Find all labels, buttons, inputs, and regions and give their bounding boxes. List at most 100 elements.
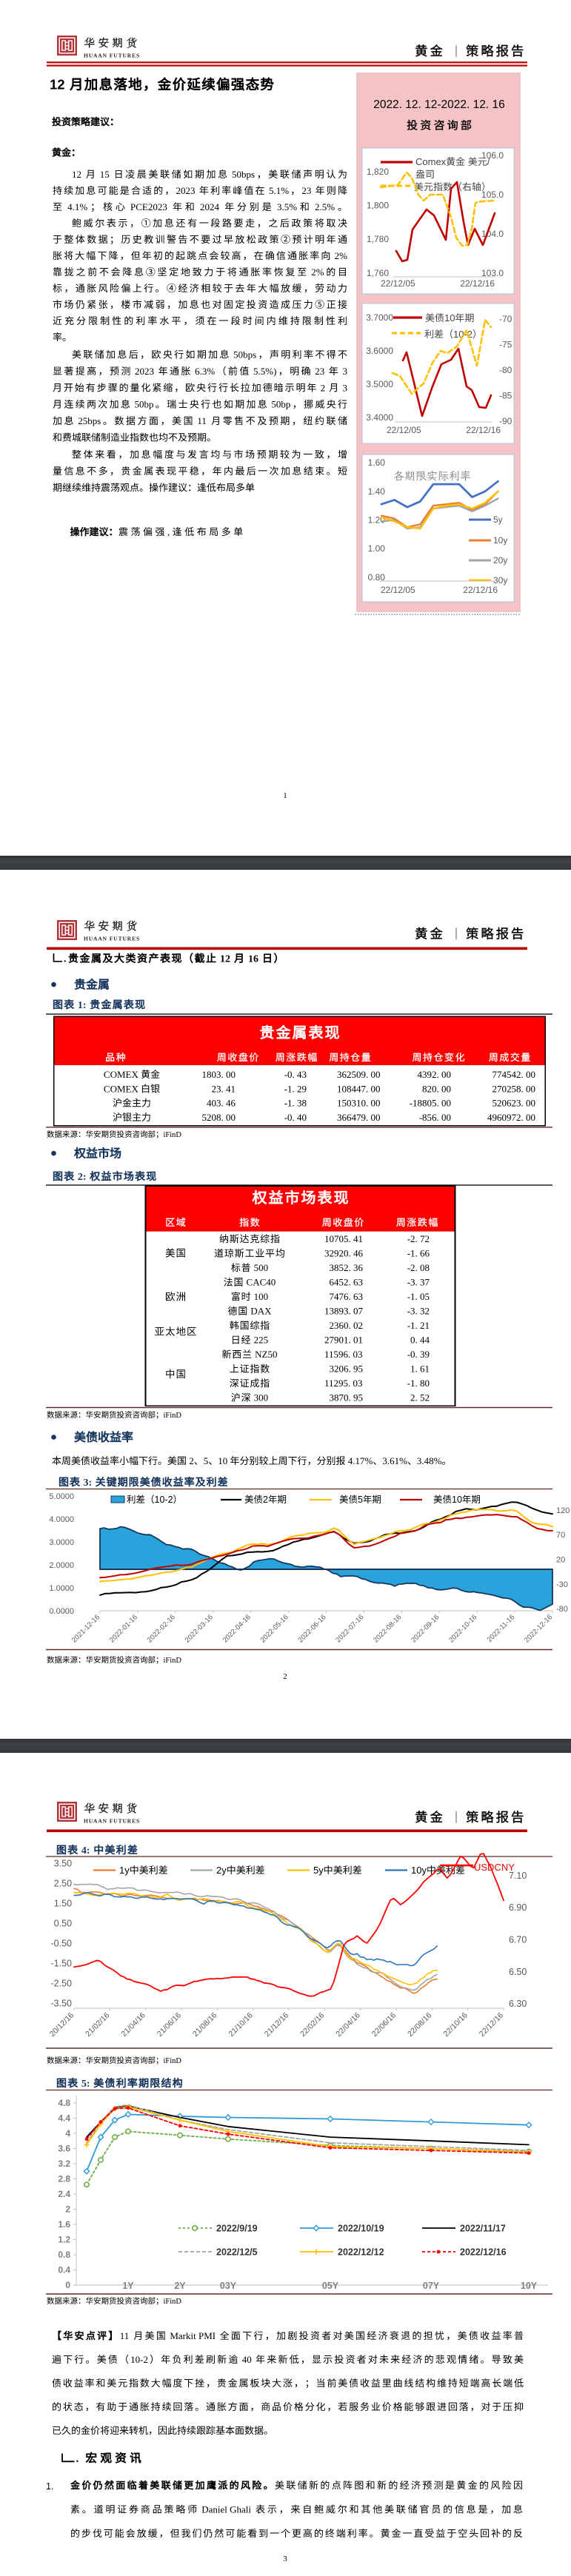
svg-text:-1. 29: -1. 29 bbox=[284, 1083, 307, 1094]
svg-text:-0.50: -0.50 bbox=[51, 1939, 73, 1949]
svg-text:-3. 37: -3. 37 bbox=[407, 1277, 430, 1288]
svg-text:120: 120 bbox=[556, 1506, 570, 1515]
svg-text:15: 15 bbox=[97, 169, 112, 180]
svg-text:2.5%: 2.5% bbox=[313, 201, 335, 212]
svg-text:50bp: 50bp bbox=[132, 399, 153, 410]
svg-text:500: 500 bbox=[251, 1262, 268, 1273]
svg-text:25bps: 25bps bbox=[76, 415, 101, 426]
svg-text:-2.50: -2.50 bbox=[51, 1979, 73, 1989]
svg-text:4392. 00: 4392. 00 bbox=[418, 1069, 452, 1080]
svg-text:1.2: 1.2 bbox=[58, 2235, 70, 2245]
svg-text:USDCNY: USDCNY bbox=[474, 1862, 515, 1873]
svg-text:7476. 63: 7476. 63 bbox=[330, 1291, 364, 1302]
svg-text:6.90: 6.90 bbox=[509, 1902, 527, 1913]
svg-text:3.6: 3.6 bbox=[58, 2144, 70, 2154]
svg-text:3:: 3: bbox=[81, 1477, 95, 1489]
svg-text:5y: 5y bbox=[493, 514, 503, 525]
svg-text:4.0000: 4.0000 bbox=[49, 1515, 74, 1524]
svg-text:23. 41: 23. 41 bbox=[212, 1083, 236, 1094]
svg-text:HUAAN FUTURES: HUAAN FUTURES bbox=[84, 1818, 140, 1825]
svg-text:2024: 2024 bbox=[198, 201, 222, 212]
svg-text:2022. 12. 12-2022. 12. 16: 2022. 12. 12-2022. 12. 16 bbox=[373, 98, 505, 111]
svg-text:150310. 00: 150310. 00 bbox=[337, 1098, 381, 1109]
svg-text:12: 12 bbox=[50, 77, 69, 93]
svg-text:100: 100 bbox=[251, 1291, 268, 1302]
svg-text:520623. 00: 520623. 00 bbox=[492, 1098, 536, 1109]
svg-text:11596. 03: 11596. 03 bbox=[324, 1349, 363, 1360]
svg-text:4.4: 4.4 bbox=[58, 2113, 70, 2124]
svg-text:10: 10 bbox=[444, 312, 455, 323]
svg-text:4: 4 bbox=[65, 2128, 70, 2139]
svg-text:10: 10 bbox=[218, 1455, 230, 1466]
svg-text:10: 10 bbox=[452, 1495, 462, 1505]
svg-text:DAX: DAX bbox=[248, 1306, 272, 1317]
svg-text:3.5000: 3.5000 bbox=[366, 379, 393, 389]
svg-text:-1. 38: -1. 38 bbox=[284, 1098, 307, 1109]
svg-text:22/12/05: 22/12/05 bbox=[381, 585, 415, 595]
svg-text:1.00: 1.00 bbox=[368, 543, 386, 554]
svg-text:Daniel Ghali: Daniel Ghali bbox=[199, 2504, 253, 2515]
svg-text:0.50: 0.50 bbox=[54, 1919, 72, 1929]
svg-text:.: . bbox=[76, 2453, 79, 2465]
svg-text:2023: 2023 bbox=[176, 185, 198, 196]
svg-text:0. 44: 0. 44 bbox=[410, 1335, 430, 1346]
svg-text:CAC40: CAC40 bbox=[244, 1277, 276, 1288]
svg-text:3206. 95: 3206. 95 bbox=[330, 1364, 364, 1375]
svg-text:22/12/16: 22/12/16 bbox=[466, 425, 501, 435]
svg-text:iFinD: iFinD bbox=[164, 1412, 182, 1420]
svg-text:-2. 72: -2. 72 bbox=[407, 1233, 430, 1244]
svg-text:3: 3 bbox=[340, 366, 347, 377]
svg-text:2y: 2y bbox=[216, 1865, 227, 1876]
svg-text:103.0: 103.0 bbox=[481, 268, 504, 278]
svg-text:4.17%: 4.17% bbox=[346, 1455, 373, 1466]
svg-text:-1. 66: -1. 66 bbox=[407, 1248, 430, 1259]
svg-text:3: 3 bbox=[340, 382, 347, 393]
svg-text:106.0: 106.0 bbox=[481, 150, 504, 161]
svg-text:3.4000: 3.4000 bbox=[366, 412, 393, 423]
svg-text:1.40: 1.40 bbox=[368, 486, 386, 497]
svg-text:-1. 21: -1. 21 bbox=[407, 1320, 430, 1331]
svg-text:0: 0 bbox=[65, 2280, 70, 2290]
svg-text:13893. 07: 13893. 07 bbox=[324, 1306, 364, 1317]
svg-text:22/12/05: 22/12/05 bbox=[381, 278, 415, 289]
svg-text:4:: 4: bbox=[79, 1845, 93, 1856]
svg-text:2.0000: 2.0000 bbox=[49, 1561, 74, 1570]
svg-text:iFinD: iFinD bbox=[164, 2298, 182, 2306]
svg-text:1. 61: 1. 61 bbox=[410, 1364, 430, 1375]
svg-text:50bps: 50bps bbox=[230, 169, 255, 180]
svg-text:1,760: 1,760 bbox=[367, 268, 389, 278]
svg-text:1: 1 bbox=[283, 791, 287, 800]
svg-text:1:: 1: bbox=[75, 1000, 89, 1011]
svg-text:16: 16 bbox=[245, 954, 261, 965]
svg-text:2.8: 2.8 bbox=[58, 2174, 70, 2184]
svg-text:10y: 10y bbox=[411, 1865, 427, 1876]
svg-text:-2. 08: -2. 08 bbox=[407, 1262, 430, 1273]
svg-text:HUAAN FUTURES: HUAAN FUTURES bbox=[84, 936, 140, 942]
svg-text:2%: 2% bbox=[309, 266, 324, 278]
svg-text:6.3%: 6.3% bbox=[193, 366, 216, 377]
svg-text:3.0000: 3.0000 bbox=[49, 1538, 74, 1547]
svg-text:-30: -30 bbox=[556, 1580, 568, 1589]
svg-text:1.60: 1.60 bbox=[368, 457, 386, 468]
svg-text:-75: -75 bbox=[499, 340, 512, 350]
svg-text:-70: -70 bbox=[499, 314, 512, 324]
svg-text:820. 00: 820. 00 bbox=[422, 1083, 451, 1094]
svg-text:2.4: 2.4 bbox=[58, 2189, 70, 2199]
svg-text:362509. 00: 362509. 00 bbox=[337, 1069, 381, 1080]
svg-text:2:: 2: bbox=[75, 1172, 89, 1183]
svg-text:22/12/16: 22/12/16 bbox=[460, 278, 495, 289]
svg-text:6.30: 6.30 bbox=[509, 1999, 527, 2009]
svg-text:3.61%: 3.61% bbox=[382, 1455, 407, 1466]
svg-text:32920. 46: 32920. 46 bbox=[324, 1248, 364, 1259]
svg-text:20: 20 bbox=[556, 1556, 565, 1565]
svg-text:0.4: 0.4 bbox=[58, 2265, 70, 2275]
svg-text:22/12/16: 22/12/16 bbox=[463, 585, 498, 595]
svg-text:1,780: 1,780 bbox=[367, 234, 389, 244]
svg-text:/: / bbox=[487, 156, 490, 167]
svg-text:22/12/05: 22/12/05 bbox=[387, 425, 421, 435]
svg-text:12: 12 bbox=[72, 169, 84, 180]
svg-text:4.1%: 4.1% bbox=[65, 201, 88, 212]
svg-text:50bp: 50bp bbox=[269, 399, 290, 410]
svg-text:-0. 40: -0. 40 bbox=[284, 1112, 307, 1123]
svg-text:3.7000: 3.7000 bbox=[366, 312, 393, 323]
